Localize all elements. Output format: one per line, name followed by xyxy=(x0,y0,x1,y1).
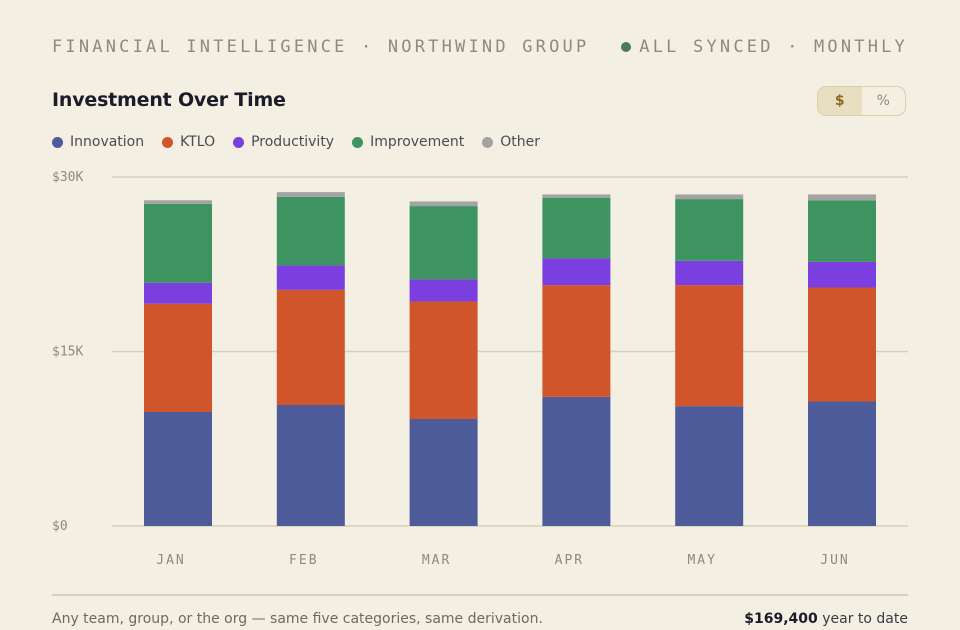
legend-label: KTLO xyxy=(180,134,216,150)
footer-note: Any team, group, or the org — same five … xyxy=(52,611,543,627)
legend-swatch-icon xyxy=(482,136,494,148)
legend-item-productivity: Productivity xyxy=(233,134,334,150)
legend-swatch-icon xyxy=(233,136,245,148)
bar-segment-innovation-may xyxy=(675,406,744,526)
bar-segment-other-jun xyxy=(808,194,876,201)
legend-swatch-icon xyxy=(352,136,364,148)
legend-label: Innovation xyxy=(70,134,145,150)
bar-segment-innovation-jan xyxy=(144,411,212,526)
bar-segment-ktlo-apr xyxy=(542,285,611,397)
bar-segment-innovation-apr xyxy=(542,396,611,526)
sync-status: ALL SYNCED · MONTHLY xyxy=(621,37,908,57)
percent-toggle-button[interactable]: % xyxy=(876,93,890,109)
bar-segment-ktlo-feb xyxy=(276,289,345,406)
bar-segment-other-feb xyxy=(276,192,345,197)
legend-label: Improvement xyxy=(370,134,465,150)
bar-segment-innovation-feb xyxy=(276,405,345,526)
x-tick-label: APR xyxy=(555,553,584,568)
bar-segment-improvement-jan xyxy=(144,203,212,283)
legend-label: Other xyxy=(500,134,541,150)
bar-segment-improvement-apr xyxy=(542,197,611,259)
bar-segment-productivity-mar xyxy=(409,279,478,302)
bar-segment-ktlo-jun xyxy=(808,287,876,402)
bar-segment-ktlo-jan xyxy=(144,303,212,412)
y-tick-label: $30K xyxy=(52,170,83,185)
status-dot-icon xyxy=(621,42,632,52)
y-tick-label: $15K xyxy=(52,345,83,360)
header-bar: FINANCIAL INTELLIGENCE · NORTHWIND GROUP… xyxy=(52,36,908,58)
sync-status-label: ALL SYNCED · MONTHLY xyxy=(639,37,908,57)
bar-segment-innovation-mar xyxy=(409,418,478,526)
context-label: FINANCIAL INTELLIGENCE · NORTHWIND GROUP xyxy=(52,37,590,57)
bar-segment-productivity-apr xyxy=(542,258,611,286)
legend-item-innovation: Innovation xyxy=(52,134,144,150)
bar-segment-improvement-jun xyxy=(808,200,876,262)
bar-segment-ktlo-mar xyxy=(409,301,478,419)
legend-swatch-icon xyxy=(52,136,63,148)
bar-segment-other-may xyxy=(675,194,744,200)
x-tick-label: JAN xyxy=(156,553,185,568)
legend-item-ktlo: KTLO xyxy=(162,134,215,150)
bar-segment-ktlo-may xyxy=(675,285,744,407)
legend-item-improvement: Improvement xyxy=(352,134,464,150)
year-to-date-total: $169,400 year to date xyxy=(744,611,908,627)
footer-divider xyxy=(52,594,908,596)
bar-segment-improvement-feb xyxy=(276,196,345,266)
x-tick-label: MAY xyxy=(687,553,716,568)
total-value: $169,400 xyxy=(744,611,818,627)
legend-label: Productivity xyxy=(251,134,335,150)
y-tick-label: $0 xyxy=(52,519,68,534)
bar-segment-productivity-jun xyxy=(808,261,876,288)
bar-segment-other-apr xyxy=(542,194,611,198)
legend-item-other: Other xyxy=(482,134,540,150)
bar-segment-productivity-may xyxy=(675,260,744,286)
bar-segment-improvement-may xyxy=(675,199,744,261)
bar-segment-innovation-jun xyxy=(808,401,876,526)
x-tick-label: JUN xyxy=(820,553,849,568)
bar-segment-other-mar xyxy=(409,201,478,207)
stacked-bar-chart: $0 $15K $30K JAN FEB MAR APR MAY JUN xyxy=(52,170,908,568)
x-tick-label: MAR xyxy=(422,553,451,568)
bar-segment-productivity-feb xyxy=(276,265,345,290)
chart-legend: Innovation KTLO Productivity Improvement Oth… xyxy=(52,133,540,151)
bar-segment-improvement-mar xyxy=(409,206,478,280)
bar-segment-other-jan xyxy=(144,200,212,204)
legend-swatch-icon xyxy=(162,136,174,148)
x-tick-label: FEB xyxy=(289,553,318,568)
total-suffix: year to date xyxy=(822,611,908,627)
unit-toggle[interactable]: $ % xyxy=(817,86,906,116)
chart-title: Investment Over Time xyxy=(52,89,286,111)
dollar-toggle-button[interactable]: $ xyxy=(818,87,862,115)
bar-segment-productivity-jan xyxy=(144,282,212,304)
